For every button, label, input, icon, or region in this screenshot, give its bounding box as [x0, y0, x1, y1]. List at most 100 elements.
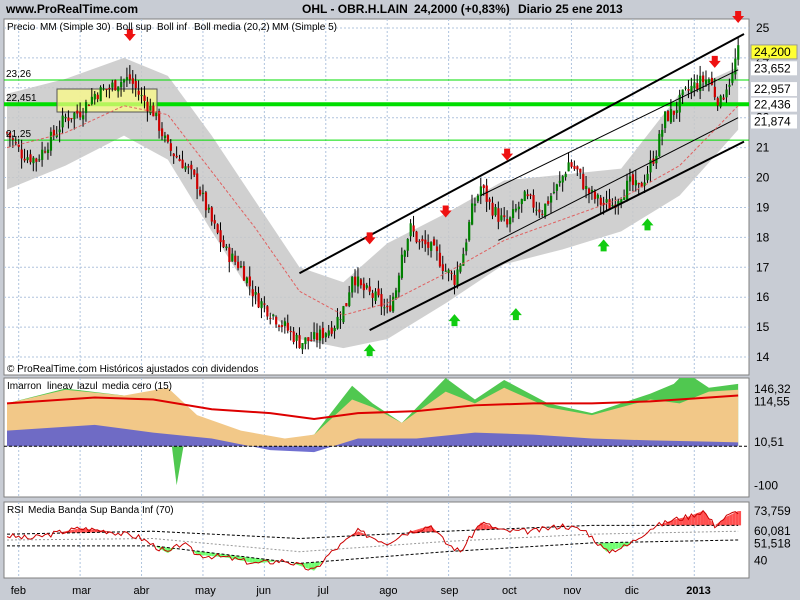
- candle-body: [269, 317, 272, 319]
- candle-body: [418, 241, 421, 243]
- rsi-oversold-fill: [194, 550, 198, 555]
- candle-body: [590, 189, 594, 192]
- candle-body: [213, 220, 216, 224]
- osc-y-tick: 114,55: [754, 395, 790, 409]
- candle-body: [295, 334, 298, 341]
- osc-y-tick: -100: [754, 478, 778, 492]
- candle-body: [26, 157, 29, 161]
- candle-body: [593, 191, 597, 200]
- candle-body: [509, 217, 512, 225]
- candle-body: [93, 93, 96, 100]
- candle-body: [234, 255, 237, 262]
- x-tick-label: oct: [502, 585, 517, 597]
- price-y-tick: 20: [756, 171, 770, 185]
- candle-body: [567, 162, 570, 172]
- x-tick-label: abr: [134, 585, 150, 597]
- buy-arrow-icon: [597, 239, 610, 252]
- candle-body: [58, 129, 61, 133]
- support-level-label: 23,26: [6, 69, 31, 80]
- candle-body: [266, 306, 269, 317]
- candle-body: [409, 223, 412, 237]
- support-level-label: 21,25: [6, 129, 31, 140]
- candle-body: [321, 327, 325, 339]
- rsi-overbought-fill: [673, 518, 677, 526]
- rsi-oversold-fill: [311, 562, 315, 571]
- candle-body: [32, 157, 35, 164]
- candle-body: [482, 185, 485, 189]
- candle-body: [117, 86, 120, 92]
- candle-body: [640, 182, 643, 188]
- candle-body: [377, 288, 380, 296]
- candle-body: [561, 176, 564, 183]
- rsi-oversold-fill: [211, 552, 215, 557]
- rsi-overbought-fill: [705, 514, 709, 526]
- rsi-band-lower: [7, 539, 739, 564]
- candle-body: [155, 112, 158, 117]
- candle-body: [371, 293, 374, 298]
- candle-body: [345, 303, 348, 307]
- buy-arrow-icon: [641, 218, 654, 231]
- candle-body: [693, 82, 696, 89]
- candle-body: [529, 194, 532, 196]
- rsi-overbought-fill: [726, 515, 730, 526]
- rsi-oversold-fill: [618, 542, 622, 549]
- candle-body: [304, 337, 307, 345]
- candle-body: [324, 333, 327, 338]
- candle-body: [649, 159, 652, 173]
- rsi-overbought-fill: [74, 528, 78, 533]
- candle-body: [526, 194, 529, 197]
- candle-body: [468, 222, 471, 241]
- candle-body: [362, 283, 366, 291]
- candle-body: [219, 230, 222, 243]
- osc-legend-d: media: [102, 381, 130, 392]
- price-y-tick: 21: [756, 141, 770, 155]
- candle-body: [383, 307, 386, 309]
- rsi-oversold-fill: [314, 561, 318, 571]
- candle-body: [29, 154, 32, 163]
- candle-body: [254, 292, 257, 295]
- candle-body: [35, 158, 38, 162]
- candle-body: [587, 188, 591, 194]
- ma30-line: [6, 105, 739, 316]
- candle-body: [678, 94, 681, 113]
- candle-body: [628, 176, 632, 182]
- candle-body: [96, 94, 99, 100]
- x-tick-label: may: [195, 585, 216, 597]
- candle-body: [105, 88, 108, 90]
- candle-body: [430, 242, 433, 251]
- candle-body: [313, 332, 316, 339]
- candle-body: [626, 180, 629, 200]
- price-value-tag: [750, 44, 798, 60]
- candle-body: [479, 186, 482, 197]
- period-date: Diario 25 ene 2013: [518, 2, 623, 16]
- candle-body: [500, 215, 503, 221]
- candle-body: [605, 199, 608, 203]
- candle-body: [277, 325, 281, 327]
- sell-arrow-icon: [732, 11, 745, 23]
- candle-body: [544, 203, 547, 217]
- rsi-overbought-fill: [486, 524, 490, 530]
- rsi-overbought-fill: [94, 529, 98, 533]
- rsi-overbought-fill: [413, 529, 417, 533]
- osc-y-tick: 10,51: [754, 435, 784, 449]
- candle-body: [558, 180, 561, 184]
- candle-body: [301, 343, 304, 350]
- rsi-y-tick: 40: [754, 553, 768, 567]
- rsi-overbought-fill: [433, 528, 437, 532]
- x-tick-label: mar: [72, 585, 91, 597]
- rsi-oversold-fill: [287, 561, 291, 563]
- candle-body: [412, 225, 415, 232]
- candle-body: [731, 72, 734, 83]
- candle-body: [573, 165, 576, 169]
- candle-body: [298, 335, 301, 349]
- candle-body: [292, 331, 295, 342]
- rsi-oversold-fill: [603, 542, 607, 552]
- price-legend-bbup: Boll sup: [116, 22, 152, 33]
- osc-y-tick: 146,32: [754, 382, 791, 396]
- candle-body: [699, 75, 702, 92]
- candle-body: [336, 316, 339, 329]
- x-tick-label: 2013: [686, 585, 710, 597]
- rsi-overbought-fill: [77, 528, 81, 533]
- rsi-y-tick: 73,759: [754, 504, 791, 518]
- rsi-overbought-fill: [697, 511, 701, 526]
